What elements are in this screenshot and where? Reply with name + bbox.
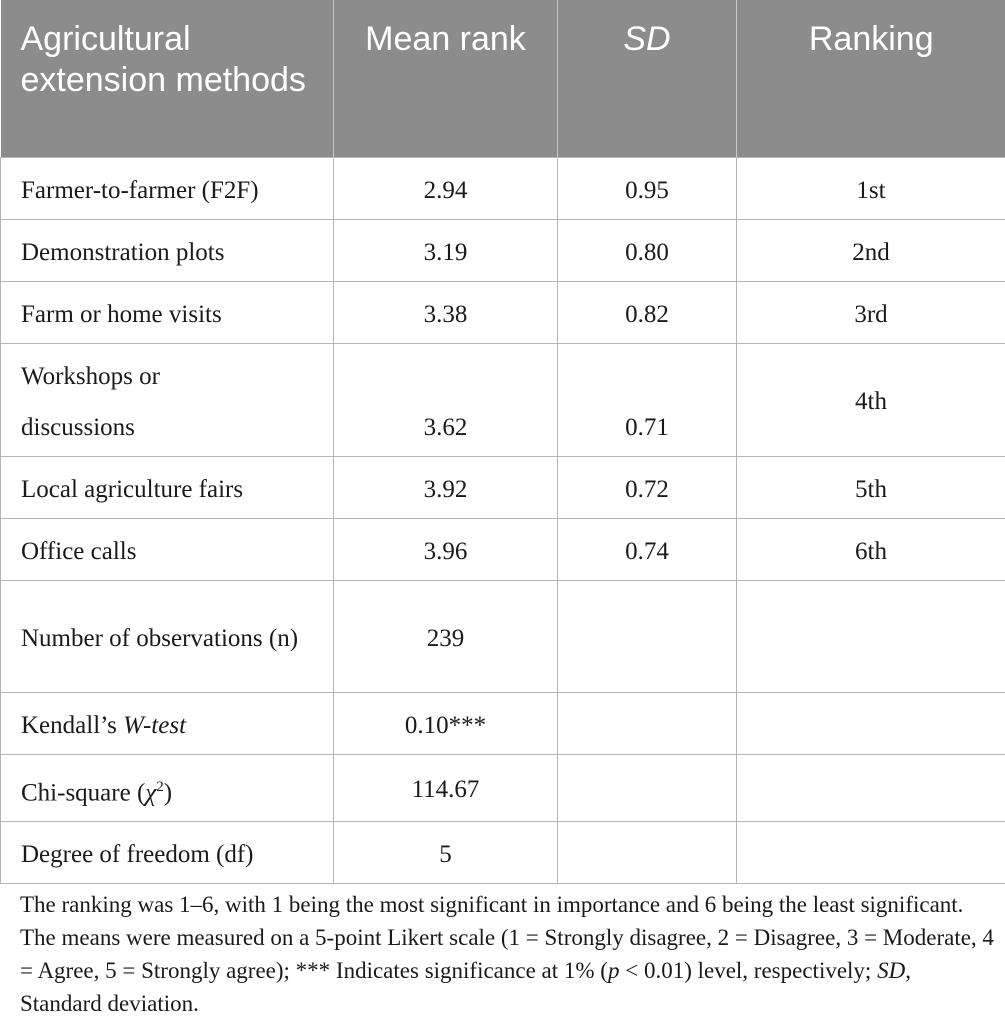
- header-ranking: Ranking: [736, 0, 1005, 157]
- method-cell: Office calls: [0, 517, 334, 581]
- df-label: Degree of freedom (df): [0, 820, 334, 884]
- header-sd: SD: [557, 0, 737, 157]
- header-method: Agricultural extension methods: [0, 0, 334, 157]
- chi-square-value: 114.67: [333, 753, 558, 822]
- ranking-cell: 5th: [736, 455, 1005, 519]
- empty-cell: [736, 753, 1005, 822]
- table-row: Farmer-to-farmer (F2F) 2.94 0.95 1st: [0, 156, 1005, 220]
- sd-cell: 0.95: [557, 156, 737, 220]
- table-row: Local agriculture fairs 3.92 0.72 5th: [0, 455, 1005, 519]
- table-row: Workshops or discussions 3.62 0.71 4th: [0, 342, 1005, 457]
- results-table: Agricultural extension methods Mean rank…: [0, 0, 1005, 884]
- header-sd-label: SD: [623, 20, 671, 58]
- ranking-cell: 6th: [736, 517, 1005, 581]
- empty-cell: [557, 691, 737, 755]
- chi-symbol: χ: [145, 778, 157, 806]
- stats-row-observations: Number of observations (n) 239: [0, 579, 1005, 693]
- chi-square-label-suffix: ): [163, 778, 173, 806]
- footnote-part2: < 0.01) level, respectively;: [619, 958, 878, 983]
- method-cell: Workshops or discussions: [0, 342, 334, 457]
- sd-cell: 0.71: [557, 342, 737, 457]
- table-footnote: The ranking was 1–6, with 1 being the mo…: [20, 888, 995, 1020]
- footnote-p-symbol: p: [607, 958, 620, 983]
- stats-row-chi-square: Chi-square (χ2) 114.67: [0, 753, 1005, 822]
- kendall-label: Kendall’s W-test: [0, 691, 334, 755]
- stats-row-kendall: Kendall’s W-test 0.10***: [0, 691, 1005, 755]
- sd-cell: 0.74: [557, 517, 737, 581]
- mean-rank-cell: 3.96: [333, 517, 558, 581]
- mean-rank-cell: 3.92: [333, 455, 558, 519]
- empty-cell: [557, 820, 737, 884]
- stats-row-df: Degree of freedom (df) 5: [0, 820, 1005, 884]
- header-mean-rank: Mean rank: [333, 0, 558, 157]
- method-cell: Farm or home visits: [0, 280, 334, 344]
- table-body: Farmer-to-farmer (F2F) 2.94 0.95 1st Dem…: [0, 156, 1005, 884]
- ranking-cell: 3rd: [736, 280, 1005, 344]
- empty-cell: [557, 579, 737, 693]
- mean-rank-cell: 3.38: [333, 280, 558, 344]
- footnote-sd-abbr: SD: [877, 958, 906, 983]
- method-cell: Farmer-to-farmer (F2F): [0, 156, 334, 220]
- empty-cell: [736, 691, 1005, 755]
- table-row: Office calls 3.96 0.74 6th: [0, 517, 1005, 581]
- empty-cell: [736, 820, 1005, 884]
- mean-rank-cell: 2.94: [333, 156, 558, 220]
- sd-cell: 0.80: [557, 218, 737, 282]
- sd-cell: 0.82: [557, 280, 737, 344]
- chi-square-label: Chi-square (χ2): [0, 753, 334, 822]
- table-row: Farm or home visits 3.38 0.82 3rd: [0, 280, 1005, 344]
- kendall-label-prefix: Kendall’s: [21, 711, 124, 739]
- ranking-cell: 1st: [736, 156, 1005, 220]
- sd-cell: 0.72: [557, 455, 737, 519]
- ranking-cell: 2nd: [736, 218, 1005, 282]
- footnote-part1: The ranking was 1–6, with 1 being the mo…: [20, 892, 994, 983]
- empty-cell: [736, 579, 1005, 693]
- method-cell: Local agriculture fairs: [0, 455, 334, 519]
- df-value: 5: [333, 820, 558, 884]
- ranking-cell: 4th: [736, 342, 1005, 457]
- mean-rank-cell: 3.62: [333, 342, 558, 457]
- chi-superscript: 2: [156, 778, 164, 795]
- empty-cell: [557, 753, 737, 822]
- method-cell: Demonstration plots: [0, 218, 334, 282]
- kendall-value: 0.10***: [333, 691, 558, 755]
- footnote-part3: , Standard deviation.: [20, 958, 911, 1016]
- table-header: Agricultural extension methods Mean rank…: [0, 0, 1005, 157]
- mean-rank-cell: 3.19: [333, 218, 558, 282]
- observations-value: 239: [333, 579, 558, 693]
- observations-label: Number of observations (n): [0, 579, 334, 693]
- table-row: Demonstration plots 3.19 0.80 2nd: [0, 218, 1005, 282]
- chi-square-label-prefix: Chi-square (: [21, 778, 146, 806]
- kendall-label-italic: W-test: [123, 711, 187, 739]
